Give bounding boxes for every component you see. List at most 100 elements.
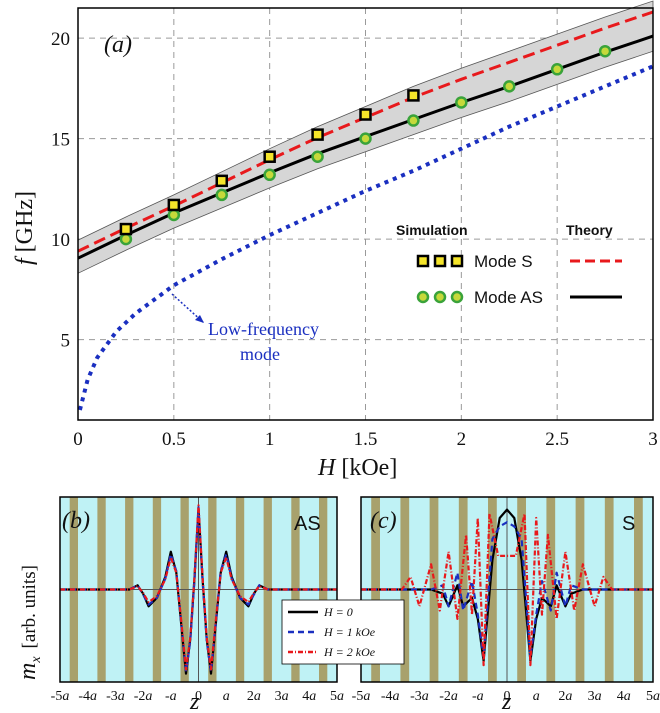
x-tick-labels-c: -5a -4a -3a -2a -a 0 a 2a 3a 4a 5a — [352, 689, 660, 704]
tick-a: a — [533, 689, 540, 704]
panel-label-b: (b) — [62, 508, 90, 534]
y-axis-var: f — [12, 255, 38, 265]
x-tick-label: 4a — [302, 689, 316, 704]
tick-a: a — [363, 689, 370, 704]
y-tick-label: 5 — [61, 331, 71, 352]
mode-as-simulation-points — [119, 44, 612, 246]
x-tick-label: 0 — [73, 429, 83, 450]
profile-h-2-koe — [60, 504, 337, 671]
panel-label-a: (a) — [104, 32, 132, 58]
x-tick-label: 2.5 — [545, 429, 569, 450]
tick-a: a — [282, 689, 289, 704]
x-tick-label: 3a — [588, 689, 602, 704]
x-axis-label-a: H [kOe] — [317, 455, 397, 481]
legend-h2-label: H = 2 kOe — [323, 645, 376, 659]
legend-a: Simulation Theory Mode S Mode AS — [396, 222, 622, 307]
x-tick-label: 2 — [457, 429, 467, 450]
tick-a: a — [309, 689, 316, 704]
tick-a: a — [223, 689, 230, 704]
x-tick-label: 0 — [504, 689, 511, 704]
y-axis-var-b: m — [15, 663, 41, 680]
x-tick-label: -2a — [134, 689, 153, 704]
tick-a: a — [337, 689, 344, 704]
field-legend: H = 0 H = 1 kOe H = 2 kOe — [281, 599, 405, 665]
y-axis-sub-b: x — [29, 656, 44, 664]
tick-a: a — [118, 689, 125, 704]
low-frequency-annotation: Low-frequency mode — [171, 293, 319, 364]
mode-as-sim-point — [167, 208, 181, 222]
x-tick-label: -5a — [51, 689, 70, 704]
profiles-b — [60, 504, 337, 675]
legend-theory-title: Theory — [566, 222, 613, 238]
x-axis-var: H — [317, 455, 337, 481]
x-tick-label: 1 — [265, 429, 275, 450]
y-tick-label: 10 — [51, 230, 70, 251]
mode-s-sim-point — [119, 222, 133, 236]
mode-as-sim-point — [215, 188, 228, 202]
mode-as-sim-point — [598, 44, 612, 58]
annotation-line-1: Low-frequency — [208, 319, 319, 339]
tick-a: a — [62, 689, 69, 704]
profile-h-1-koe — [361, 521, 653, 658]
tick-a: a — [90, 689, 97, 704]
legend-h1-label: H = 1 kOe — [323, 625, 376, 639]
plot-frame-b — [59, 496, 338, 683]
y-tick-label: 20 — [51, 29, 70, 50]
profile-h-1-koe — [60, 506, 337, 673]
x-tick-label: -4a — [381, 689, 400, 704]
x-tick-label: -3a — [106, 689, 125, 704]
panel-label-c: (c) — [370, 508, 397, 534]
mode-as-sim-point — [359, 132, 372, 145]
mode-s-simulation-points — [119, 89, 420, 236]
x-tick-labels-a: 0 0.5 1 1.5 2 2.5 3 — [73, 429, 658, 450]
x-tick-label: a — [533, 689, 540, 704]
x-tick-label: -5a — [352, 689, 371, 704]
x-axis-unit: [kOe] — [341, 455, 397, 481]
tick-a: a — [422, 689, 429, 704]
plot-frame-c — [360, 496, 654, 683]
mode-as-sim-point — [407, 114, 420, 127]
x-tick-label: -2a — [439, 689, 458, 704]
annotation-arrowhead — [195, 315, 204, 323]
x-tick-labels-b: -5a -4a -3a -2a -a 0 a 2a 3a 4a 5a — [51, 689, 344, 704]
tick-a: a — [624, 689, 631, 704]
x-tick-label: 0.5 — [162, 429, 186, 450]
tick-a: a — [653, 689, 660, 704]
x-tick-label: 1.5 — [354, 429, 378, 450]
x-tick-label: 2a — [247, 689, 261, 704]
x-tick-label: 3 — [648, 429, 658, 450]
plot-frame-a — [77, 7, 654, 421]
y-tick-label: 15 — [51, 130, 70, 151]
mode-as-sim-point — [550, 63, 564, 76]
legend-mode-s-markers — [416, 254, 464, 268]
annotation-line-2: mode — [240, 344, 280, 364]
mode-s-sim-point — [359, 108, 372, 121]
annotation-arrow — [171, 293, 205, 324]
x-tick-label: 5a — [646, 689, 660, 704]
tick-a: a — [170, 689, 177, 704]
mode-as-sim-point — [455, 96, 468, 109]
mode-label-as: AS — [294, 513, 321, 535]
profile-h-2-koe — [361, 512, 653, 667]
mode-as-sim-point — [263, 168, 276, 182]
x-tick-label: 4a — [617, 689, 631, 704]
x-tick-label: 0 — [195, 689, 202, 704]
legend-mode-as-label: Mode AS — [474, 288, 543, 307]
mode-s-sim-point — [407, 89, 420, 102]
x-tick-label: 2a — [558, 689, 572, 704]
tick-a: a — [145, 689, 152, 704]
tick-a: a — [393, 689, 400, 704]
legend-mode-s-label: Mode S — [474, 252, 533, 271]
panel-c: -5a -4a -3a -2a -a 0 a 2a 3a 4a 5a (c) S z — [352, 496, 660, 713]
tick-a: a — [565, 689, 572, 704]
x-tick-label: 3a — [275, 689, 289, 704]
y-axis-label-b: mx [arb. units] — [15, 565, 44, 680]
x-tick-label: -a — [165, 689, 177, 704]
y-axis-unit: [GHz] — [12, 191, 38, 252]
mode-label-s: S — [622, 513, 635, 535]
mode-s-sim-point — [215, 174, 228, 188]
x-tick-label: a — [223, 689, 230, 704]
legend-simulation-title: Simulation — [396, 222, 468, 238]
x-tick-label: -a — [472, 689, 484, 704]
